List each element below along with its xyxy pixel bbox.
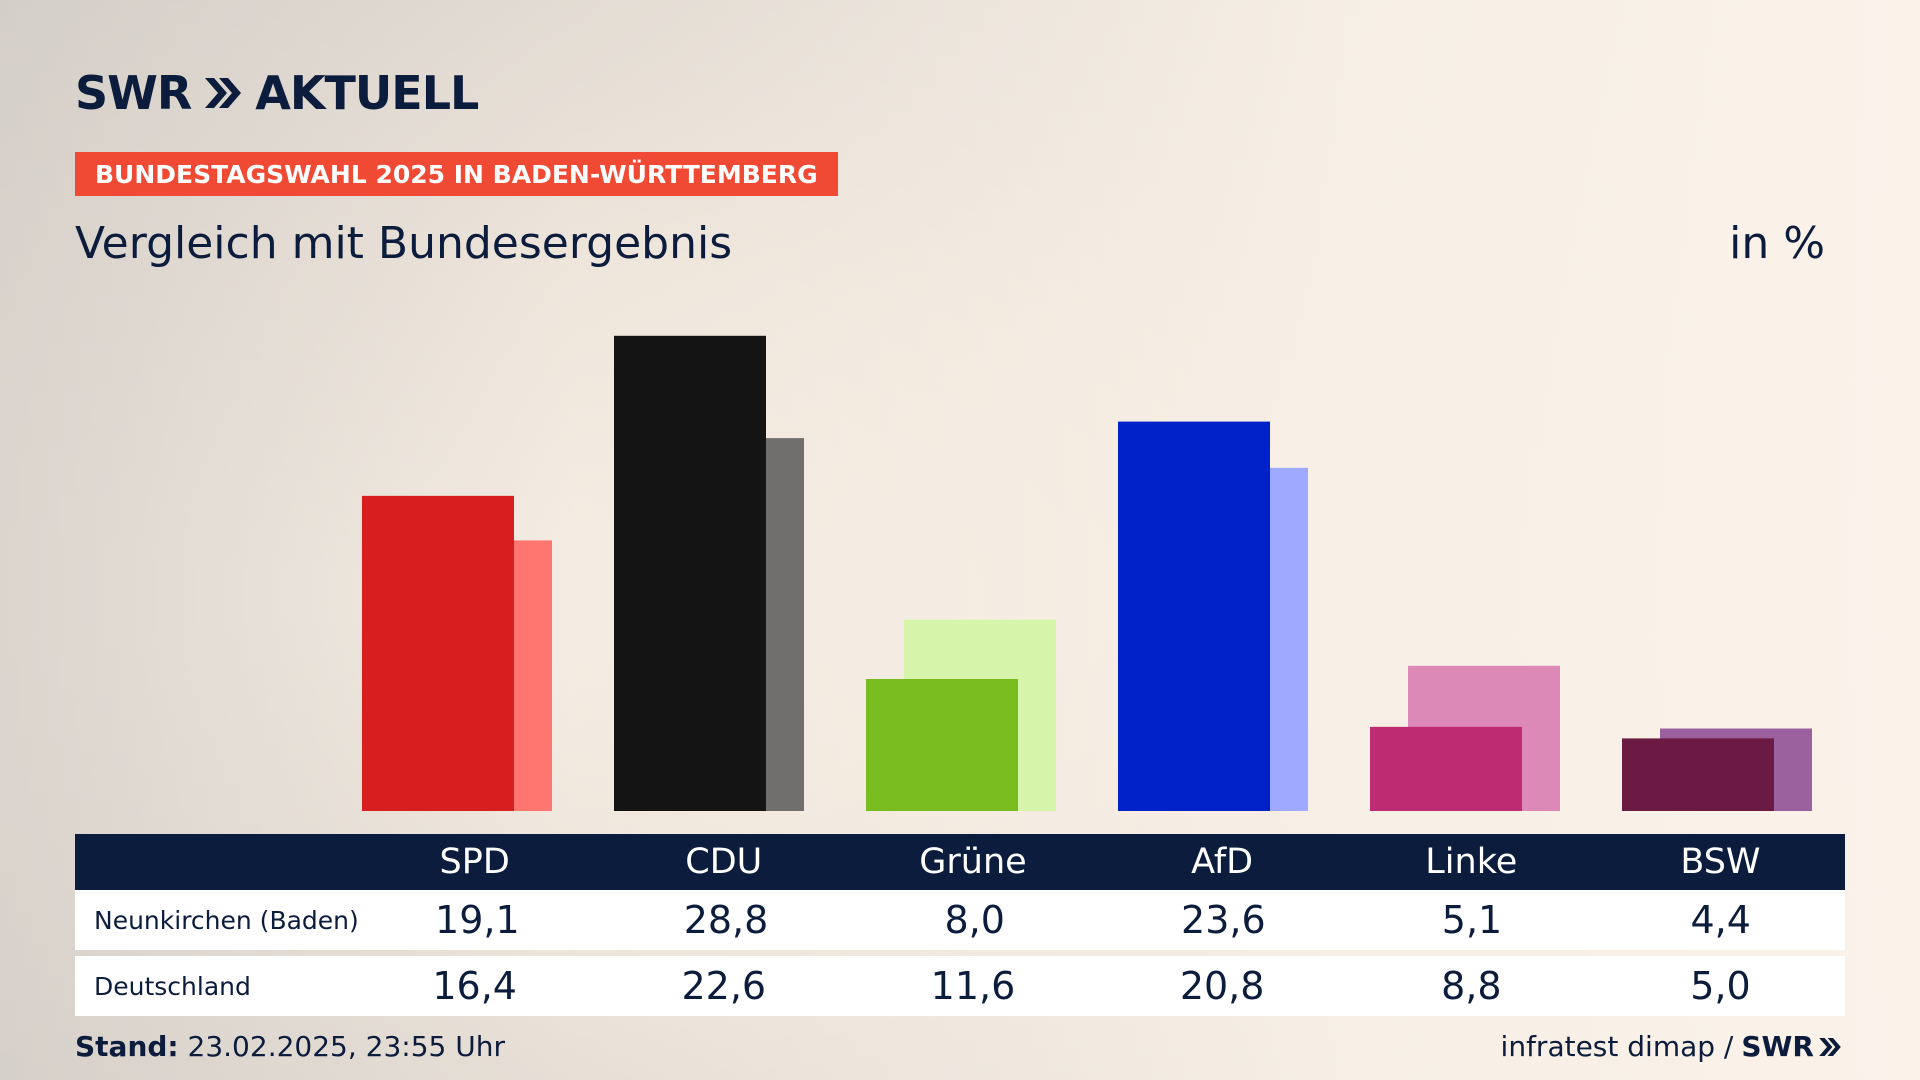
logo-text-swr: SWR	[75, 66, 192, 120]
double-chevron-icon	[205, 78, 242, 108]
results-table: SPD CDU Grüne AfD Linke BSW Neunkirchen …	[75, 834, 1845, 1016]
swr-small-logo: SWR	[1741, 1030, 1842, 1063]
logo-text-aktuell: AKTUELL	[255, 66, 479, 120]
value-local-bsw: 4,4	[1690, 898, 1751, 942]
value-local-gruene: 8,0	[944, 898, 1005, 942]
source-credit: infratest dimap / SWR	[1501, 1030, 1842, 1063]
row-label-local: Neunkirchen (Baden)	[94, 905, 359, 935]
value-national-cdu: 22,6	[681, 964, 767, 1008]
bar-local-bsw	[1622, 738, 1774, 811]
election-banner: BUNDESTAGSWAHL 2025 IN BADEN-WÜRTTEMBERG	[75, 152, 838, 196]
value-national-afd: 20,8	[1179, 964, 1265, 1008]
row-label-national: Deutschland	[94, 971, 251, 1001]
value-local-cdu: 28,8	[683, 898, 769, 942]
timestamp-value: 23.02.2025, 23:55 Uhr	[187, 1030, 505, 1063]
header-party-cdu: CDU	[685, 842, 763, 882]
value-national-linke: 8,8	[1441, 964, 1502, 1008]
header-party-spd: SPD	[439, 842, 510, 882]
value-local-afd: 23,6	[1181, 898, 1266, 942]
table-header: SPD CDU Grüne AfD Linke BSW	[75, 834, 1845, 890]
bar-local-spd	[362, 495, 514, 811]
bar-local-afd	[1118, 421, 1270, 811]
swr-small-text: SWR	[1741, 1030, 1814, 1063]
bar-local-cdu	[614, 335, 766, 811]
source-text: infratest dimap /	[1500, 1030, 1734, 1063]
header-party-afd: AfD	[1191, 842, 1254, 882]
table-row-local: Neunkirchen (Baden) 19,1 28,8 8,0 23,6 5…	[75, 890, 1845, 950]
value-national-gruene: 11,6	[930, 964, 1016, 1008]
header-party-gruene: Grüne	[919, 842, 1027, 882]
value-local-spd: 19,1	[435, 898, 520, 942]
bar-local-linke	[1370, 726, 1522, 811]
value-local-linke: 5,1	[1441, 898, 1503, 942]
value-national-spd: 16,4	[432, 964, 517, 1008]
chart-subtitle: Vergleich mit Bundesergebnis	[75, 218, 733, 269]
timestamp-label: Stand:	[75, 1030, 179, 1063]
header-party-linke: Linke	[1425, 842, 1518, 882]
timestamp: Stand: 23.02.2025, 23:55 Uhr	[75, 1030, 505, 1063]
swr-aktuell-logo: SWR AKTUELL	[75, 66, 479, 120]
value-national-bsw: 5,0	[1690, 964, 1751, 1008]
bar-chart	[362, 335, 1812, 811]
double-chevron-small-icon	[1819, 1037, 1841, 1056]
header-party-bsw: BSW	[1680, 842, 1761, 882]
unit-label: in %	[1729, 218, 1825, 269]
table-row-national: Deutschland 16,4 22,6 11,6 20,8 8,8 5,0	[75, 956, 1845, 1016]
bar-local-gruene	[866, 679, 1018, 811]
